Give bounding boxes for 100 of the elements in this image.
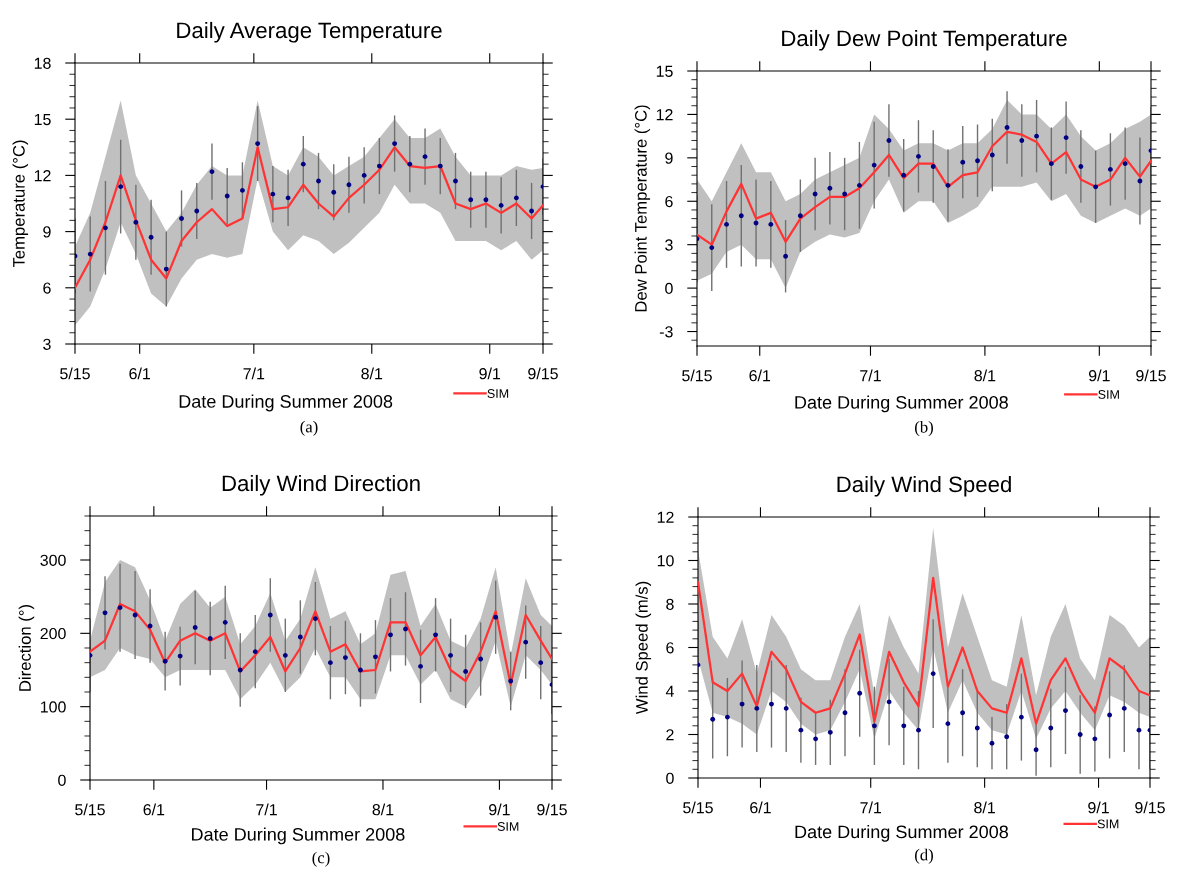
point — [901, 723, 907, 729]
y-tick-label: 8 — [666, 598, 674, 610]
point — [498, 202, 504, 208]
point — [343, 655, 348, 660]
point — [237, 667, 243, 673]
point — [1033, 747, 1039, 753]
point — [493, 614, 499, 620]
point — [1078, 164, 1084, 169]
legend-label: SIM — [1097, 819, 1119, 829]
y-tick-label: 9 — [43, 226, 51, 238]
y-axis-title: Temperature (°C) — [12, 140, 29, 268]
point — [148, 234, 154, 240]
x-tick-label: 5/15 — [683, 801, 713, 814]
point — [1004, 734, 1010, 740]
y-tick-label: 12 — [656, 109, 673, 121]
point — [222, 619, 228, 625]
point — [1048, 725, 1054, 731]
chart-title: Daily Wind Direction — [222, 474, 420, 496]
point — [975, 158, 980, 164]
point — [331, 189, 337, 195]
point — [724, 714, 730, 720]
y-tick-label: 200 — [40, 627, 66, 640]
text: (b) — [915, 420, 933, 437]
point — [346, 182, 352, 188]
text: (c) — [312, 851, 330, 867]
point — [483, 197, 489, 203]
point — [1019, 138, 1025, 143]
y-tick-label: 3 — [43, 338, 51, 350]
point — [945, 182, 951, 188]
y-tick-label: 12 — [657, 511, 674, 523]
x-tick-label: 9/15 — [537, 803, 567, 816]
point — [813, 736, 818, 742]
point — [857, 690, 863, 696]
point — [192, 625, 198, 630]
point — [118, 184, 124, 190]
x-axis-title: Date During Summer 2008 — [795, 824, 1008, 842]
y-tick-label: 6 — [43, 282, 51, 294]
x-tick-label: 7/1 — [256, 803, 277, 816]
point — [267, 612, 273, 618]
point — [857, 182, 862, 188]
legend-label: SIM — [497, 822, 519, 831]
x-tick-label: 6/1 — [750, 801, 771, 814]
y-tick-label: 9 — [665, 152, 673, 164]
point — [312, 616, 318, 622]
point — [960, 710, 965, 716]
point — [724, 222, 729, 227]
x-tick-label: 5/15 — [682, 369, 712, 382]
point — [418, 663, 423, 669]
point — [901, 172, 907, 178]
y-tick-label: 6 — [666, 642, 674, 654]
y-tick-label: 2 — [666, 729, 674, 741]
y-axis-title: Direction (°) — [18, 604, 35, 691]
line-series — [90, 602, 552, 686]
point — [1034, 133, 1039, 139]
point — [1048, 161, 1054, 167]
point — [538, 660, 544, 666]
point — [102, 610, 108, 616]
point — [437, 163, 443, 169]
y-tick-label: -3 — [659, 326, 673, 338]
point — [783, 705, 789, 711]
point — [930, 164, 936, 169]
point — [297, 634, 303, 640]
x-tick-label: 9/15 — [1135, 801, 1165, 814]
legend-label: SIM — [1098, 390, 1119, 399]
point — [842, 710, 848, 716]
y-tick-label: 6 — [665, 195, 673, 208]
point — [373, 654, 378, 660]
point — [1093, 184, 1099, 190]
x-axis-title: Date During Summer 2008 — [795, 395, 1008, 413]
x-tick-label: 8/1 — [361, 367, 383, 380]
y-tick-label: 300 — [40, 554, 66, 566]
point — [240, 187, 245, 193]
x-axis-title: Date During Summer 2008 — [179, 394, 393, 412]
point — [103, 225, 108, 231]
point — [255, 141, 261, 146]
x-tick-label: 7/1 — [860, 801, 882, 814]
point — [87, 251, 93, 257]
chart-title: Daily Average Temperature — [177, 21, 442, 43]
x-tick-label: 9/1 — [1088, 801, 1109, 814]
y-tick-label: 12 — [34, 170, 51, 182]
point — [930, 671, 936, 677]
x-tick-label: 6/1 — [749, 369, 771, 382]
point — [709, 245, 715, 250]
x-tick-label: 6/1 — [143, 803, 165, 816]
point — [916, 727, 921, 733]
x-axis-title: Date During Summer 2008 — [192, 827, 405, 845]
point — [252, 649, 258, 655]
x-tick-label: 6/1 — [129, 367, 151, 380]
x-tick-label: 9/1 — [1088, 369, 1110, 382]
x-tick-label: 9/1 — [479, 367, 501, 380]
point — [422, 154, 428, 160]
point — [300, 161, 306, 167]
y-tick-label: 15 — [34, 114, 51, 126]
point — [1122, 161, 1128, 167]
point — [508, 678, 514, 684]
point — [194, 208, 200, 214]
point — [871, 723, 877, 729]
point — [433, 632, 438, 638]
point — [163, 266, 169, 272]
point — [989, 152, 995, 158]
